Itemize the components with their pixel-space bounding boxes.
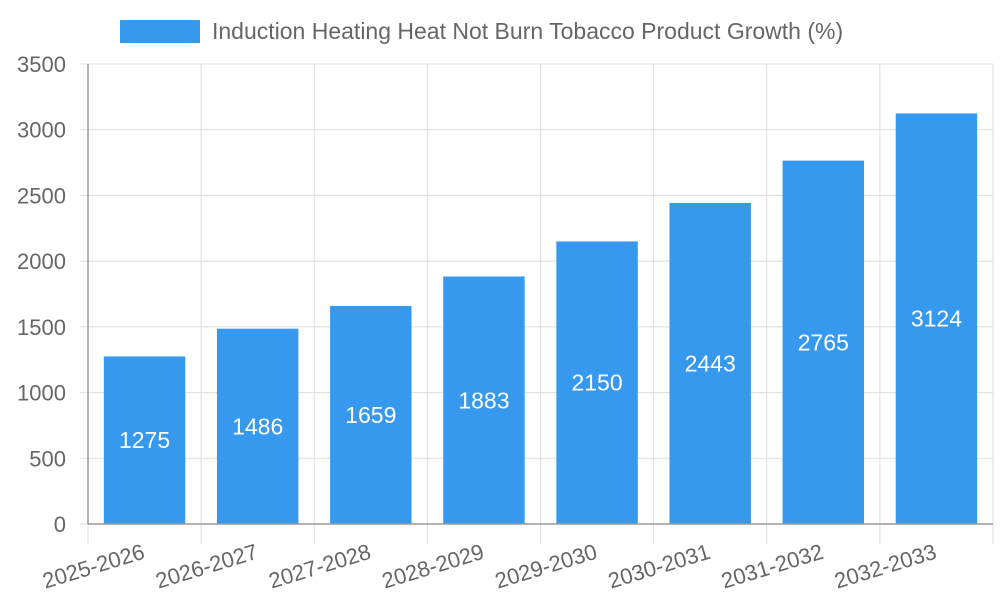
data-label: 1486 <box>232 413 283 439</box>
bar[interactable] <box>103 356 186 524</box>
legend-swatch <box>120 20 200 43</box>
data-label: 2443 <box>685 350 736 376</box>
y-tick-label: 2000 <box>17 249 66 274</box>
data-label: 1659 <box>345 402 396 428</box>
y-tick-label: 1500 <box>17 315 66 340</box>
data-label: 1883 <box>458 387 509 413</box>
bar[interactable] <box>669 202 751 525</box>
x-tick-label: 2030-2031 <box>605 539 713 594</box>
y-tick-label: 3000 <box>17 118 66 143</box>
bar[interactable] <box>216 328 299 524</box>
y-tick-label: 0 <box>54 512 66 537</box>
legend[interactable]: Induction Heating Heat Not Burn Tobacco … <box>120 18 843 44</box>
bar[interactable] <box>782 160 865 524</box>
legend-label: Induction Heating Heat Not Burn Tobacco … <box>212 18 843 44</box>
data-label: 3124 <box>911 306 962 332</box>
x-tick-label: 2025-2026 <box>40 539 148 594</box>
bar[interactable] <box>443 276 525 524</box>
x-tick-label: 2027-2028 <box>266 539 374 594</box>
gridlines <box>87 63 994 544</box>
y-tick-label: 500 <box>29 446 66 471</box>
x-tick-label: 2028-2029 <box>379 539 487 594</box>
x-tick-label: 2026-2027 <box>153 539 261 594</box>
x-tick-label: 2031-2032 <box>718 539 826 594</box>
y-tick-label: 3500 <box>17 52 66 77</box>
bar[interactable] <box>330 305 412 524</box>
data-label: 1275 <box>119 427 170 453</box>
data-label: 2765 <box>798 329 849 355</box>
x-tick-label: 2032-2033 <box>831 539 939 594</box>
data-labels: 1275 1486 1659 1883 2150 2443 2765 3124 <box>119 306 962 454</box>
y-tick-label: 1000 <box>17 381 66 406</box>
bar[interactable] <box>556 241 638 524</box>
y-tick-label: 2500 <box>17 183 66 208</box>
bars <box>103 113 978 525</box>
data-label: 2150 <box>571 370 622 396</box>
bar[interactable] <box>895 113 978 524</box>
x-tick-label: 2029-2030 <box>492 539 600 594</box>
